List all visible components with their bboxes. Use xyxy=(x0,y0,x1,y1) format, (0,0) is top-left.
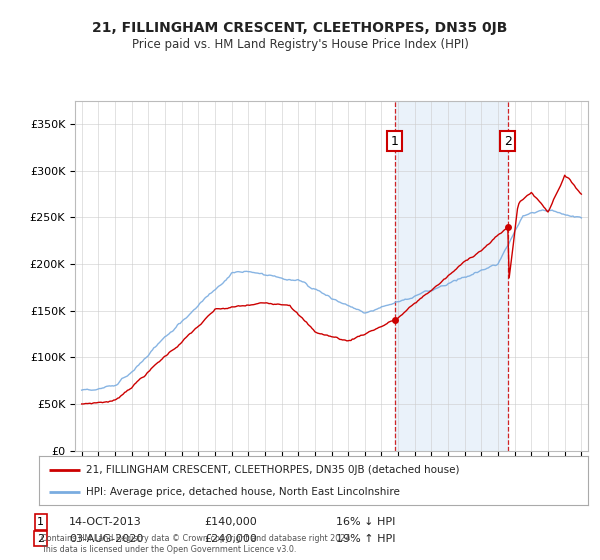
Text: £240,000: £240,000 xyxy=(204,534,257,544)
Bar xyxy=(395,101,508,451)
Text: 1: 1 xyxy=(391,134,398,147)
Text: 2: 2 xyxy=(504,134,512,147)
Text: 21, FILLINGHAM CRESCENT, CLEETHORPES, DN35 0JB: 21, FILLINGHAM CRESCENT, CLEETHORPES, DN… xyxy=(92,21,508,35)
Text: Price paid vs. HM Land Registry's House Price Index (HPI): Price paid vs. HM Land Registry's House … xyxy=(131,38,469,51)
Text: 1: 1 xyxy=(37,517,44,527)
Text: 21, FILLINGHAM CRESCENT, CLEETHORPES, DN35 0JB (detached house): 21, FILLINGHAM CRESCENT, CLEETHORPES, DN… xyxy=(86,465,459,475)
Text: 16% ↓ HPI: 16% ↓ HPI xyxy=(336,517,395,527)
Text: 19% ↑ HPI: 19% ↑ HPI xyxy=(336,534,395,544)
Text: Contains HM Land Registry data © Crown copyright and database right 2024.
This d: Contains HM Land Registry data © Crown c… xyxy=(41,534,353,554)
Text: 2: 2 xyxy=(37,534,44,544)
Text: £140,000: £140,000 xyxy=(204,517,257,527)
Text: 03-AUG-2020: 03-AUG-2020 xyxy=(69,534,143,544)
Text: HPI: Average price, detached house, North East Lincolnshire: HPI: Average price, detached house, Nort… xyxy=(86,487,400,497)
Text: 14-OCT-2013: 14-OCT-2013 xyxy=(69,517,142,527)
